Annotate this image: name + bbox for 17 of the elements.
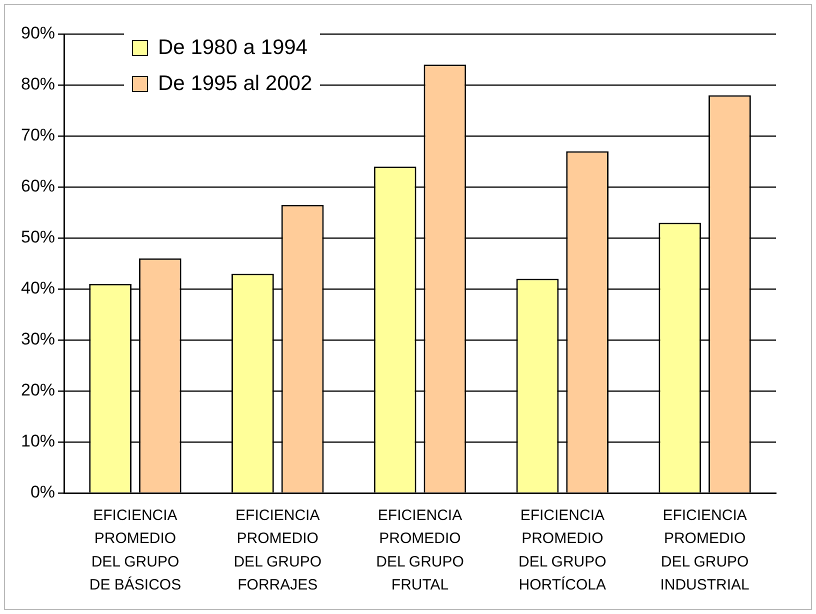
x-tick-label: EFICIENCIA PROMEDIO DEL GRUPO HORTÍCOLA xyxy=(518,506,606,594)
x-tick-label: EFICIENCIA PROMEDIO DEL GRUPO INDUSTRIAL xyxy=(660,506,750,594)
y-tick-label: 10% xyxy=(20,432,56,451)
x-tick-label: EFICIENCIA PROMEDIO DEL GRUPO FORRAJES xyxy=(234,506,322,594)
y-tick-label: 90% xyxy=(20,24,56,43)
y-tick-label: 20% xyxy=(20,380,56,400)
x-tick-label: EFICIENCIA PROMEDIO DEL GRUPO DE BÁSICOS xyxy=(89,506,182,594)
y-tick-label: 0% xyxy=(30,482,56,502)
y-tick-label: 50% xyxy=(20,228,56,247)
legend-label: De 1980 a 1994 xyxy=(158,35,308,61)
legend-label: De 1995 al 2002 xyxy=(158,71,312,97)
y-tick-label: 60% xyxy=(20,176,56,196)
y-tick-label: 80% xyxy=(20,74,56,94)
y-tick-label: 40% xyxy=(20,278,56,298)
y-tick-label: 70% xyxy=(20,126,56,145)
y-tick-label: 30% xyxy=(20,330,56,349)
x-tick-label: EFICIENCIA PROMEDIO DEL GRUPO FRUTAL xyxy=(376,506,464,594)
